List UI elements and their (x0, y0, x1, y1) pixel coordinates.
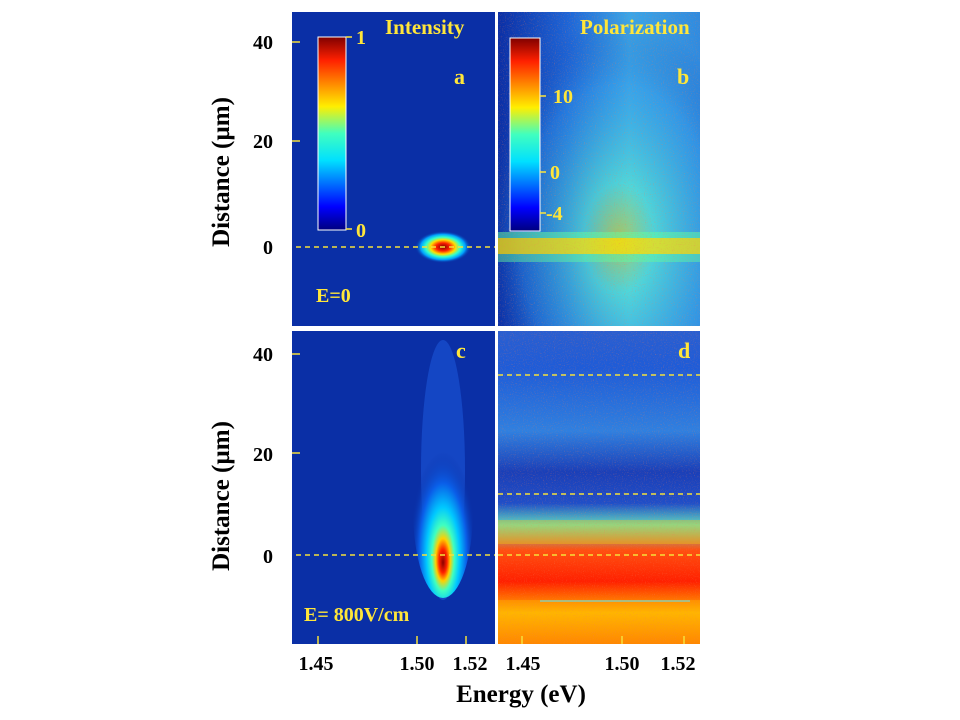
ytick-0-top: 0 (263, 237, 273, 259)
x-axis: 1.45 1.50 1.52 1.45 1.50 1.52 Energy (eV… (299, 653, 696, 708)
panel-a-label: a (454, 64, 465, 89)
panel-d-xticks (521, 636, 685, 644)
panel-a-colorbar: 1 0 (317, 27, 366, 242)
y-axis-label-bottom: Distance (µm) (208, 421, 235, 571)
xtick-d-1.50: 1.50 (605, 653, 640, 675)
panel-b-label: b (677, 64, 689, 89)
panel-d-guide-lines (498, 374, 700, 556)
ytick-20-top: 20 (253, 131, 273, 153)
polarization-title: Polarization (580, 15, 690, 39)
panel-c-peak (413, 422, 473, 598)
colorbar-b-10-label: 10 (553, 86, 573, 108)
ytick-40-top: 40 (253, 32, 273, 54)
panel-b: 10 0 -4 Polarization b (498, 12, 700, 326)
panel-c-annotation: E= 800V/cm (304, 604, 410, 626)
panel-c: c E= 800V/cm (292, 331, 495, 644)
ytick-0-bottom: 0 (263, 546, 273, 568)
y-axis-bottom: 40 20 0 Distance (µm) (208, 344, 300, 571)
xtick-d-1.52: 1.52 (661, 653, 696, 675)
x-axis-label: Energy (eV) (456, 681, 586, 708)
panel-c-label: c (456, 338, 466, 363)
panel-d-label: d (678, 338, 690, 363)
ytick-20-bottom: 20 (253, 444, 273, 466)
colorbar-b-m4-label: -4 (546, 203, 563, 225)
panel-a-annotation: E=0 (316, 285, 351, 307)
intensity-title: Intensity (385, 15, 465, 39)
colorbar-b-0-label: 0 (550, 162, 560, 184)
xtick-c-1.50: 1.50 (400, 653, 435, 675)
ytick-40-bottom: 40 (253, 344, 273, 366)
xtick-d-1.45: 1.45 (506, 653, 541, 675)
colorbar-a-top-label: 1 (356, 27, 366, 49)
xtick-c-1.45: 1.45 (299, 653, 334, 675)
panel-d: d (498, 331, 700, 644)
y-axis-top: 40 20 0 Distance (µm) (208, 32, 300, 259)
panel-c-xticks (317, 636, 467, 644)
xtick-c-1.52: 1.52 (453, 653, 488, 675)
colorbar-a-bottom-label: 0 (356, 220, 366, 242)
y-axis-label-top: Distance (µm) (208, 97, 235, 247)
panel-a: 1 0 Intensity a E=0 (292, 12, 495, 326)
panel-b-colorbar: 10 0 -4 (509, 37, 573, 232)
